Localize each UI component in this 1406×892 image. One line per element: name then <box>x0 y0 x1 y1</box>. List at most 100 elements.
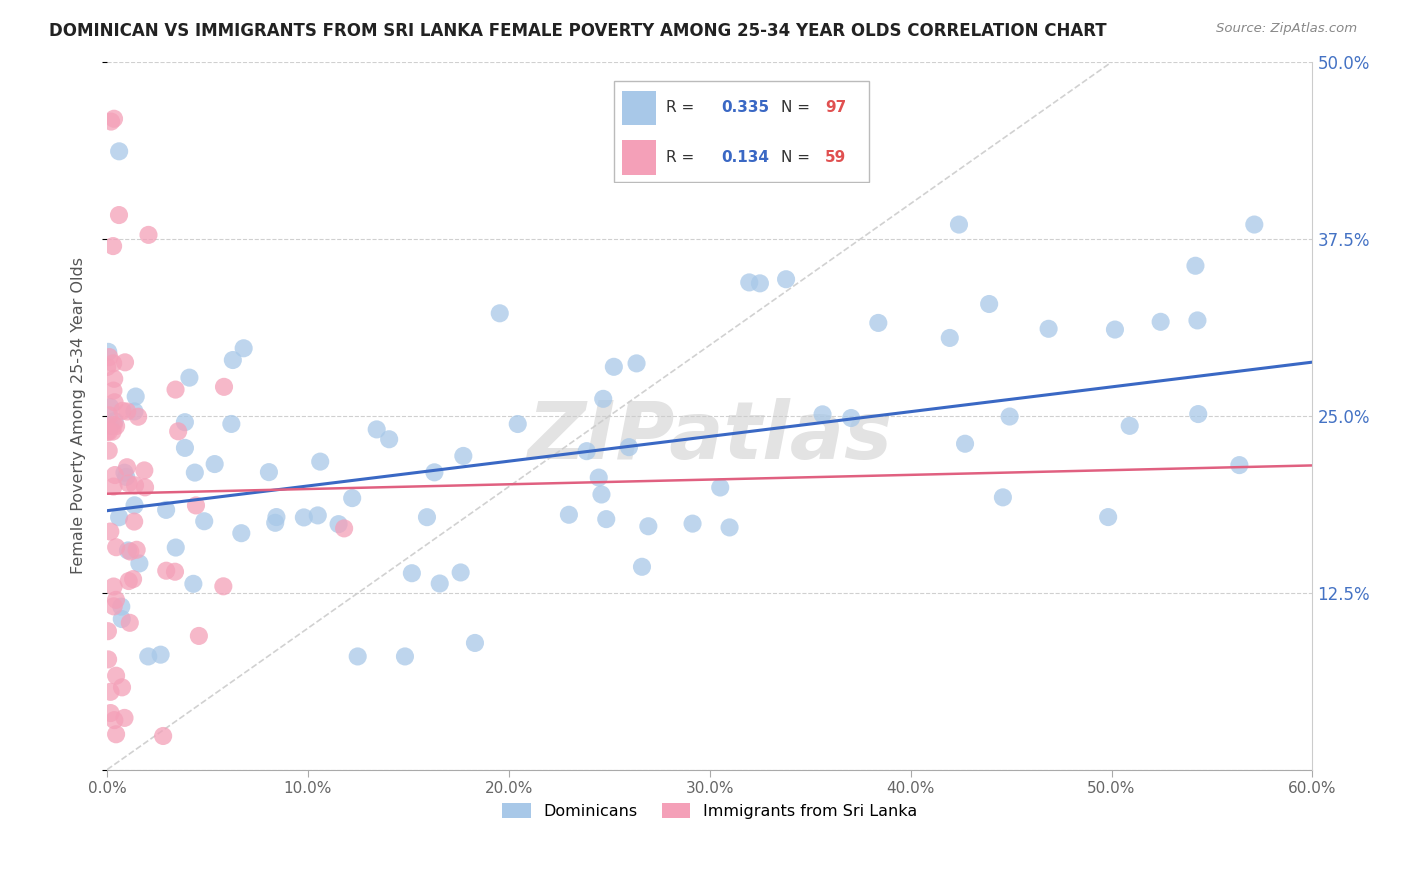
Text: R =: R = <box>666 150 699 165</box>
Point <box>626 356 648 370</box>
Point <box>122 515 145 529</box>
Point <box>1118 418 1140 433</box>
Point <box>488 306 510 320</box>
Point <box>174 415 197 429</box>
Point <box>366 422 388 436</box>
Point <box>333 521 356 535</box>
Point <box>346 649 368 664</box>
Point <box>257 465 280 479</box>
Point <box>184 466 207 480</box>
Point <box>114 466 136 480</box>
Point <box>138 227 160 242</box>
Point <box>1038 322 1060 336</box>
Point <box>117 476 139 491</box>
Point <box>117 543 139 558</box>
Point <box>637 519 659 533</box>
Point <box>110 599 132 614</box>
Point <box>775 272 797 286</box>
Point <box>97 652 120 666</box>
Point <box>134 480 156 494</box>
Point <box>125 542 148 557</box>
Point <box>378 432 401 446</box>
Point <box>149 648 172 662</box>
Point <box>104 592 127 607</box>
Point <box>575 444 598 458</box>
Point <box>108 145 131 159</box>
Point <box>103 599 125 614</box>
Point <box>328 517 350 532</box>
Point <box>558 508 581 522</box>
Legend: Dominicans, Immigrants from Sri Lanka: Dominicans, Immigrants from Sri Lanka <box>496 797 924 825</box>
Point <box>136 649 159 664</box>
Point <box>152 729 174 743</box>
Point <box>108 510 131 524</box>
Point <box>104 414 127 428</box>
Point <box>103 580 125 594</box>
Point <box>97 425 120 439</box>
Point <box>266 510 288 524</box>
Point <box>738 276 761 290</box>
Point <box>103 395 125 409</box>
Point <box>103 372 125 386</box>
Point <box>394 649 416 664</box>
Point <box>212 579 235 593</box>
Point <box>450 566 472 580</box>
Text: R =: R = <box>666 101 699 115</box>
Point <box>97 624 120 639</box>
Point <box>595 512 617 526</box>
Point <box>101 425 124 439</box>
Text: 0.134: 0.134 <box>721 150 769 165</box>
Point <box>748 277 770 291</box>
Point <box>128 557 150 571</box>
Point <box>114 711 136 725</box>
FancyBboxPatch shape <box>621 91 655 126</box>
Point <box>163 565 186 579</box>
Point <box>165 541 187 555</box>
Point <box>165 383 187 397</box>
Text: DOMINICAN VS IMMIGRANTS FROM SRI LANKA FEMALE POVERTY AMONG 25-34 YEAR OLDS CORR: DOMINICAN VS IMMIGRANTS FROM SRI LANKA F… <box>49 22 1107 40</box>
Point <box>309 455 332 469</box>
Point <box>979 297 1001 311</box>
Point <box>617 440 640 454</box>
Point <box>111 404 134 418</box>
Point <box>340 491 363 505</box>
Point <box>423 466 446 480</box>
Point <box>114 355 136 369</box>
FancyBboxPatch shape <box>614 81 869 182</box>
Point <box>98 400 121 414</box>
Point <box>453 449 475 463</box>
Text: N =: N = <box>780 150 814 165</box>
Point <box>105 419 128 434</box>
Point <box>101 356 124 370</box>
Point <box>184 499 207 513</box>
Point <box>1227 458 1250 472</box>
Point <box>187 629 209 643</box>
Point <box>953 436 976 450</box>
Point <box>231 526 253 541</box>
Point <box>307 508 329 523</box>
FancyBboxPatch shape <box>621 140 655 175</box>
Point <box>811 408 834 422</box>
Point <box>103 713 125 727</box>
Text: N =: N = <box>780 101 814 115</box>
Text: 0.335: 0.335 <box>721 101 769 115</box>
Point <box>174 441 197 455</box>
Point <box>631 559 654 574</box>
Point <box>105 669 128 683</box>
Point <box>221 417 243 431</box>
Point <box>506 417 529 431</box>
Point <box>124 404 146 418</box>
Point <box>1097 510 1119 524</box>
Point <box>588 470 610 484</box>
Point <box>948 218 970 232</box>
Text: ZIPatlas: ZIPatlas <box>527 398 893 476</box>
Point <box>1184 259 1206 273</box>
Point <box>839 411 862 425</box>
Point <box>115 470 138 484</box>
Y-axis label: Female Poverty Among 25-34 Year Olds: Female Poverty Among 25-34 Year Olds <box>72 258 86 574</box>
Point <box>103 479 125 493</box>
Point <box>682 516 704 531</box>
Point <box>124 478 146 492</box>
Point <box>104 468 127 483</box>
Point <box>292 510 315 524</box>
